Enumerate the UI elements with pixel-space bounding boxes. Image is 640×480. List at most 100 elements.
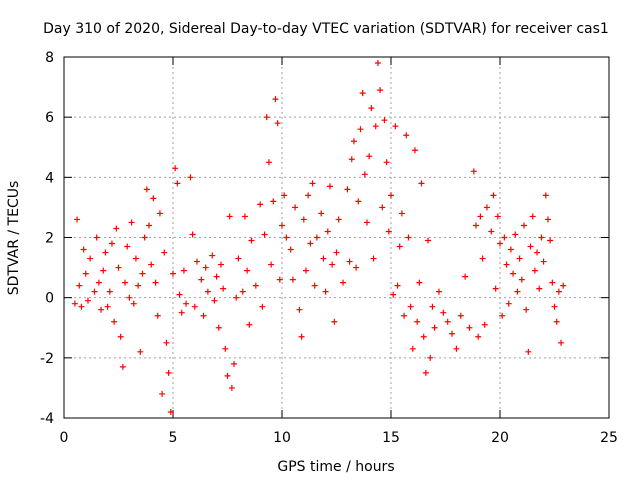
data-point [507,246,514,253]
data-point [82,270,89,277]
data-point [161,249,168,256]
data-point [405,234,412,241]
data-point [167,408,174,415]
data-point [366,153,373,160]
data-point [228,384,235,391]
data-point [283,234,290,241]
data-point [418,180,425,187]
data-point [488,228,495,235]
data-point [174,180,181,187]
data-point [385,228,392,235]
data-point [492,285,499,292]
data-point [281,192,288,199]
data-point [300,216,307,223]
x-tick-label: 5 [169,430,178,446]
data-point [512,231,519,238]
data-point [191,303,198,310]
data-point [84,297,91,304]
data-point [540,258,547,265]
data-point [497,240,503,247]
data-point [224,372,231,379]
y-tick-label: 4 [45,170,54,186]
data-point [128,219,135,226]
data-point [353,264,360,271]
data-point [392,123,399,130]
data-point [143,186,150,193]
data-point [348,156,355,163]
data-point [307,240,314,247]
data-point [78,303,85,310]
y-tick-label: 2 [45,231,54,247]
data-point [71,300,78,307]
data-point [202,264,209,271]
data-point [398,210,405,217]
data-point [483,204,490,211]
data-point [178,309,185,316]
data-point [357,126,364,133]
data-point [95,279,102,286]
data-point [324,228,331,235]
data-point [372,123,379,130]
data-point [80,246,87,253]
x-tick-label: 25 [600,430,618,446]
data-point [139,270,146,277]
data-point [122,279,129,286]
data-point [503,261,510,268]
data-point [152,279,159,286]
data-point [98,306,105,313]
data-point [335,216,342,223]
data-point [102,249,109,256]
data-point [200,312,207,319]
data-point [93,234,100,241]
data-point [176,291,183,298]
data-point [558,339,565,346]
data-point [220,285,227,292]
data-point [427,354,434,361]
data-point [555,288,562,295]
data-point [529,213,536,220]
data-point [536,285,543,292]
data-point [148,261,155,268]
data-point [477,213,484,220]
data-point [383,159,390,166]
data-point [516,255,523,262]
data-point [547,237,554,244]
data-point [146,222,153,229]
data-point [170,270,176,277]
data-point [368,105,375,112]
data-point [172,165,179,172]
data-point [108,240,115,247]
data-point [479,255,486,262]
data-point [115,264,122,271]
y-tick-label: 0 [45,291,54,307]
grid-lines [64,57,609,418]
data-point [361,171,368,178]
data-point [100,267,107,274]
data-point [538,234,545,241]
data-point [494,213,501,220]
data-point [313,234,320,241]
data-point [296,306,303,313]
data-point [481,321,488,328]
data-point [287,246,294,253]
data-point [403,132,410,139]
data-point [137,348,144,355]
y-tick-label: 8 [45,50,54,66]
data-point [449,330,456,337]
data-point [318,210,325,217]
data-point [510,270,517,277]
data-point [165,369,172,376]
data-point [340,279,347,286]
data-point [470,168,477,175]
data-point [429,303,436,310]
data-point [292,204,299,211]
data-point [553,318,560,325]
data-point [444,318,451,325]
data-point [505,300,512,307]
data-point [106,288,113,295]
data-point [244,267,251,274]
data-point [499,312,506,319]
data-point [213,273,220,280]
data-point [560,282,567,289]
